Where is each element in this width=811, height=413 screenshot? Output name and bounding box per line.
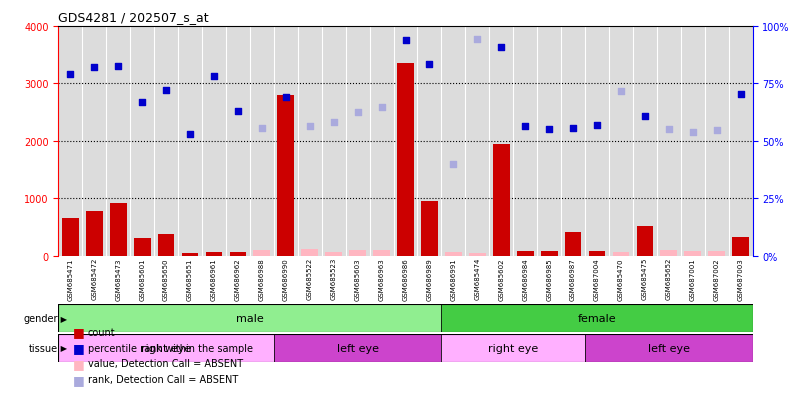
Text: left eye: left eye xyxy=(648,343,690,353)
Bar xyxy=(62,219,79,256)
Point xyxy=(567,126,580,132)
Bar xyxy=(86,211,103,256)
Bar xyxy=(445,252,461,256)
Point xyxy=(183,131,196,138)
Text: male: male xyxy=(236,313,264,323)
Bar xyxy=(421,202,438,256)
Point xyxy=(734,92,747,98)
Point xyxy=(543,127,556,133)
Text: ■: ■ xyxy=(73,341,84,354)
Point xyxy=(160,88,173,94)
Point xyxy=(303,123,316,130)
Bar xyxy=(469,253,486,256)
Bar xyxy=(277,95,294,256)
Point xyxy=(208,74,221,81)
Text: ▶: ▶ xyxy=(58,314,67,323)
Point xyxy=(615,89,628,95)
Bar xyxy=(732,237,749,256)
Text: count: count xyxy=(88,327,115,337)
Bar xyxy=(637,226,654,256)
Bar xyxy=(157,234,174,256)
Point xyxy=(375,105,388,112)
Bar xyxy=(134,239,151,256)
Bar xyxy=(660,250,677,256)
Bar xyxy=(206,253,222,256)
Text: rank, Detection Call = ABSENT: rank, Detection Call = ABSENT xyxy=(88,374,238,384)
Bar xyxy=(517,252,534,256)
Bar xyxy=(350,250,366,256)
Text: ■: ■ xyxy=(73,325,84,339)
Point xyxy=(519,123,532,130)
Bar xyxy=(397,64,414,256)
Point xyxy=(327,120,340,126)
Bar xyxy=(708,252,725,256)
Bar xyxy=(441,334,585,362)
Bar xyxy=(585,334,753,362)
Bar xyxy=(589,252,605,256)
Point xyxy=(471,36,484,43)
Bar xyxy=(441,304,753,332)
Text: female: female xyxy=(577,313,616,323)
Text: ▶: ▶ xyxy=(58,343,67,352)
Bar xyxy=(612,252,629,256)
Point xyxy=(495,44,508,51)
Bar xyxy=(230,252,247,256)
Text: value, Detection Call = ABSENT: value, Detection Call = ABSENT xyxy=(88,358,242,368)
Bar xyxy=(254,250,270,256)
Bar xyxy=(373,250,390,256)
Text: right eye: right eye xyxy=(141,343,191,353)
Point xyxy=(135,99,148,106)
Bar xyxy=(58,334,274,362)
Point xyxy=(64,72,77,78)
Bar xyxy=(564,232,581,256)
Bar xyxy=(58,304,441,332)
Text: percentile rank within the sample: percentile rank within the sample xyxy=(88,343,252,353)
Point xyxy=(279,95,292,101)
Point xyxy=(590,122,603,129)
Text: left eye: left eye xyxy=(337,343,379,353)
Point xyxy=(255,126,268,132)
Point xyxy=(351,109,364,116)
Point xyxy=(710,128,723,135)
Bar xyxy=(302,249,318,256)
Point xyxy=(112,64,125,70)
Text: GDS4281 / 202507_s_at: GDS4281 / 202507_s_at xyxy=(58,11,209,24)
Text: tissue: tissue xyxy=(28,343,58,353)
Point xyxy=(88,65,101,71)
Text: right eye: right eye xyxy=(488,343,539,353)
Bar xyxy=(274,334,441,362)
Bar xyxy=(109,203,127,256)
Point xyxy=(447,161,460,168)
Text: ■: ■ xyxy=(73,373,84,386)
Text: ■: ■ xyxy=(73,357,84,370)
Bar xyxy=(325,253,342,256)
Bar xyxy=(182,253,199,256)
Point xyxy=(399,37,412,44)
Point xyxy=(686,129,699,135)
Point xyxy=(663,127,676,133)
Point xyxy=(423,62,436,68)
Text: gender: gender xyxy=(23,313,58,323)
Bar xyxy=(541,252,557,256)
Point xyxy=(638,113,651,119)
Bar xyxy=(684,252,702,256)
Point xyxy=(231,108,244,115)
Bar xyxy=(493,144,509,256)
